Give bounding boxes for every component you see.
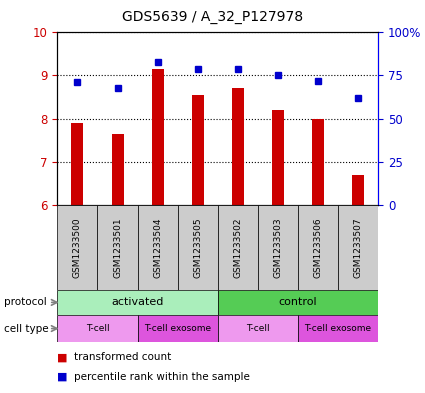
Text: control: control (279, 298, 317, 307)
Text: transformed count: transformed count (74, 352, 172, 362)
FancyBboxPatch shape (298, 205, 338, 290)
Bar (272, 110, 284, 205)
Text: T-cell exosome: T-cell exosome (144, 324, 211, 333)
Text: cell type: cell type (4, 323, 49, 334)
Bar (111, 134, 124, 205)
Bar (192, 95, 204, 205)
FancyBboxPatch shape (218, 315, 298, 342)
Bar (152, 69, 164, 205)
FancyBboxPatch shape (138, 315, 218, 342)
Text: GSM1233500: GSM1233500 (73, 217, 82, 278)
Text: ■: ■ (57, 352, 68, 362)
Text: T-cell exosome: T-cell exosome (305, 324, 372, 333)
Text: GSM1233505: GSM1233505 (193, 217, 202, 278)
Bar (232, 88, 244, 205)
FancyBboxPatch shape (97, 205, 138, 290)
FancyBboxPatch shape (258, 205, 298, 290)
Text: GSM1233503: GSM1233503 (273, 217, 283, 278)
Text: protocol: protocol (4, 298, 47, 307)
FancyBboxPatch shape (57, 205, 97, 290)
Text: percentile rank within the sample: percentile rank within the sample (74, 372, 250, 382)
Text: GDS5639 / A_32_P127978: GDS5639 / A_32_P127978 (122, 10, 303, 24)
Bar (352, 175, 364, 205)
Text: GSM1233506: GSM1233506 (314, 217, 323, 278)
FancyBboxPatch shape (338, 205, 378, 290)
Text: GSM1233504: GSM1233504 (153, 217, 162, 277)
Bar (71, 123, 83, 205)
FancyBboxPatch shape (138, 205, 178, 290)
Text: T-cell: T-cell (246, 324, 270, 333)
FancyBboxPatch shape (57, 315, 138, 342)
Text: GSM1233501: GSM1233501 (113, 217, 122, 278)
Text: GSM1233502: GSM1233502 (233, 217, 242, 277)
FancyBboxPatch shape (178, 205, 218, 290)
Bar (312, 119, 324, 205)
Text: activated: activated (111, 298, 164, 307)
FancyBboxPatch shape (218, 290, 378, 315)
FancyBboxPatch shape (218, 205, 258, 290)
FancyBboxPatch shape (298, 315, 378, 342)
Text: GSM1233507: GSM1233507 (354, 217, 363, 278)
Text: ■: ■ (57, 372, 68, 382)
Text: T-cell: T-cell (86, 324, 109, 333)
FancyBboxPatch shape (57, 290, 218, 315)
